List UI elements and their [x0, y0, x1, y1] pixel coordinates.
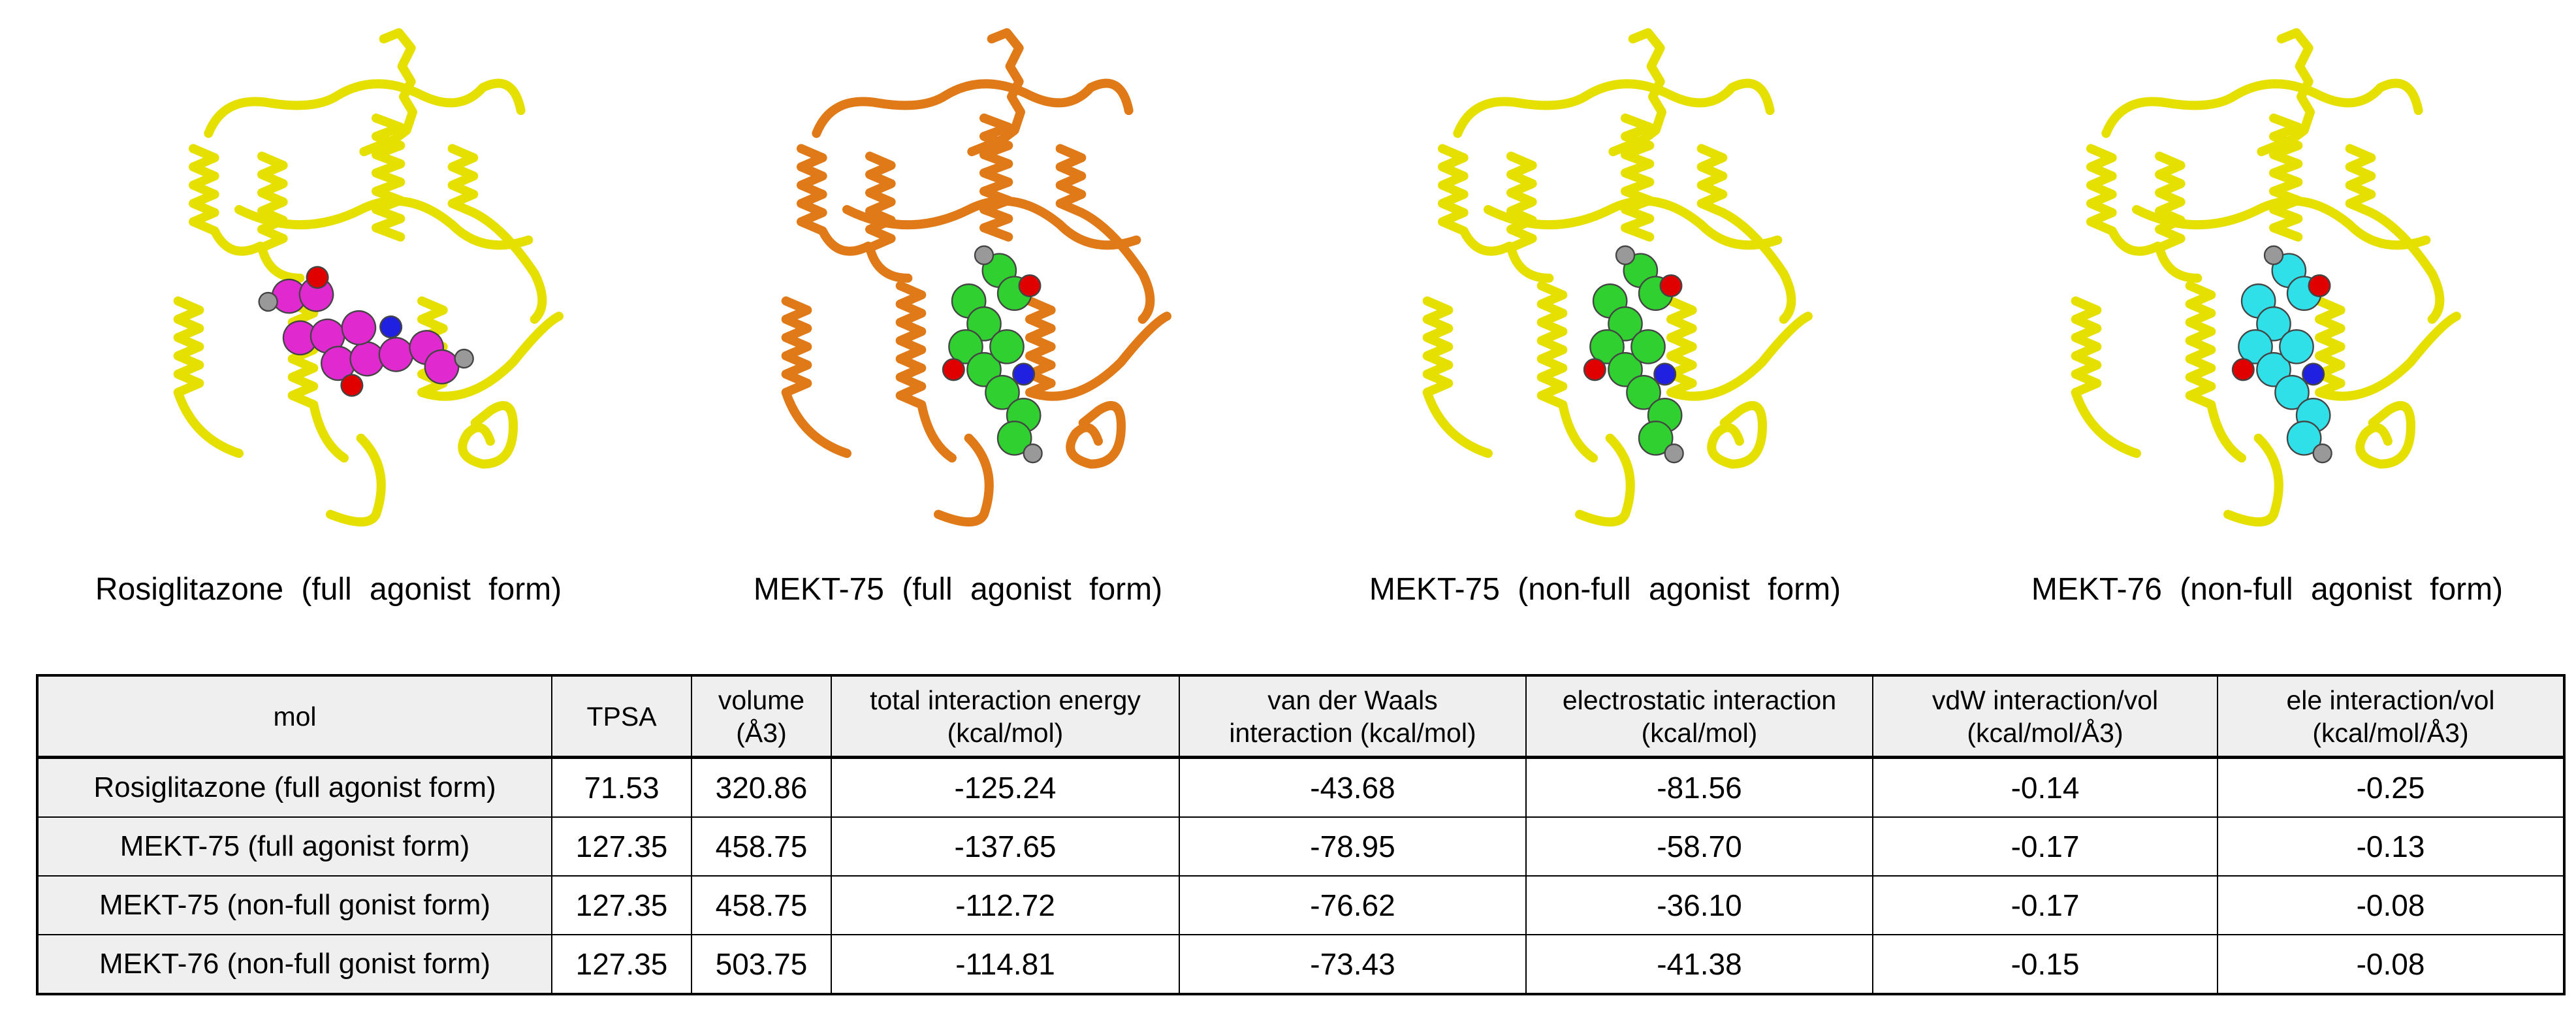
panel-caption: MEKT-75 (full agonist form)	[753, 572, 1163, 607]
protein-structure	[178, 33, 559, 522]
table-cell: -58.70	[1525, 816, 1873, 877]
row-label: MEKT-75 (full agonist form)	[37, 816, 552, 877]
table-cell: -0.17	[1872, 816, 2218, 877]
table-row: MEKT-76 (non-full gonist form) 127.35 503.…	[37, 934, 2565, 995]
header-text: ele interaction/vol	[2286, 685, 2495, 715]
figure	[0, 0, 2576, 653]
header-cell: van der Waals interaction (kcal/mol)	[1179, 675, 1527, 759]
header-cell: TPSA	[551, 675, 692, 759]
table-cell: -41.38	[1525, 934, 1873, 995]
table-cell: -125.24	[831, 756, 1180, 818]
table-cell: -0.08	[2217, 934, 2565, 995]
table-cell: 127.35	[551, 934, 692, 995]
protein-structure	[786, 33, 1167, 522]
header-text: van der Waals	[1267, 685, 1438, 715]
table-cell: 127.35	[551, 875, 692, 935]
table-row: MEKT-75 (full agonist form) 127.35 458.75-…	[37, 816, 2565, 877]
panel-caption: MEKT-76 (non-full agonist form)	[2031, 572, 2504, 607]
table-cell: -137.65	[831, 816, 1180, 877]
header-text: (kcal/mol/Å3)	[1967, 717, 2123, 748]
table-cell: -73.43	[1179, 934, 1527, 995]
header-cell: vdW interaction/vol (kcal/mol/Å3)	[1872, 675, 2218, 759]
table-cell: -0.08	[2217, 875, 2565, 935]
table-cell: -0.13	[2217, 816, 2565, 877]
header-text: (Å3)	[736, 717, 787, 748]
table-cell: -0.17	[1872, 875, 2218, 935]
header-cell: ele interaction/vol (kcal/mol/Å3)	[2217, 675, 2565, 759]
table-cell: 503.75	[691, 934, 832, 995]
header-cell: volume (Å3)	[691, 675, 832, 759]
table-cell: -0.25	[2217, 756, 2565, 818]
row-label: Rosiglitazone (full agonist form)	[37, 756, 552, 818]
table-cell: -76.62	[1179, 875, 1527, 935]
header-text: mol	[273, 701, 317, 732]
protein-structure	[2076, 33, 2457, 522]
table-cell: -0.14	[1872, 756, 2218, 818]
table-cell: 458.75	[691, 816, 832, 877]
table-cell: -43.68	[1179, 756, 1527, 818]
header-cell: mol	[37, 675, 552, 759]
header-text: (kcal/mol/Å3)	[2312, 717, 2469, 748]
header-text: vdW interaction/vol	[1932, 685, 2159, 715]
protein-structure	[1427, 33, 1808, 522]
table-cell: -112.72	[831, 875, 1180, 935]
table-cell: -114.81	[831, 934, 1180, 995]
panel-caption: MEKT-75 (non-full agonist form)	[1369, 572, 1841, 607]
header-text: (kcal/mol)	[1641, 717, 1758, 748]
table-cell: 71.53	[551, 756, 692, 818]
table-row: MEKT-75 (non-full gonist form) 127.35 458.…	[37, 875, 2565, 935]
table-row: Rosiglitazone (full agonist form) 71.53 32…	[37, 756, 2565, 818]
header-cell: electrostatic interaction (kcal/mol)	[1525, 675, 1873, 759]
panel-caption: Rosiglitazone (full agonist form)	[95, 572, 562, 607]
row-label: MEKT-75 (non-full gonist form)	[37, 875, 552, 935]
header-cell: total interaction energy (kcal/mol)	[831, 675, 1180, 759]
header-text: electrostatic interaction	[1562, 685, 1837, 715]
header-text: total interaction energy	[870, 685, 1141, 715]
table-cell: 127.35	[551, 816, 692, 877]
table-cell: -81.56	[1525, 756, 1873, 818]
header-text: TPSA	[586, 701, 657, 732]
table-cell: -78.95	[1179, 816, 1527, 877]
table-cell: 320.86	[691, 756, 832, 818]
table-cell: -0.15	[1872, 934, 2218, 995]
header-text: interaction (kcal/mol)	[1229, 717, 1476, 748]
header-text: volume	[718, 685, 805, 715]
data-table: mol TPSA volume (Å3) total interaction energ…	[36, 674, 2566, 995]
table-cell: 458.75	[691, 875, 832, 935]
header-text: (kcal/mol)	[947, 717, 1064, 748]
row-label: MEKT-76 (non-full gonist form)	[37, 934, 552, 995]
table-cell: -36.10	[1525, 875, 1873, 935]
header-row: mol TPSA volume (Å3) total interaction energ…	[37, 675, 2565, 759]
